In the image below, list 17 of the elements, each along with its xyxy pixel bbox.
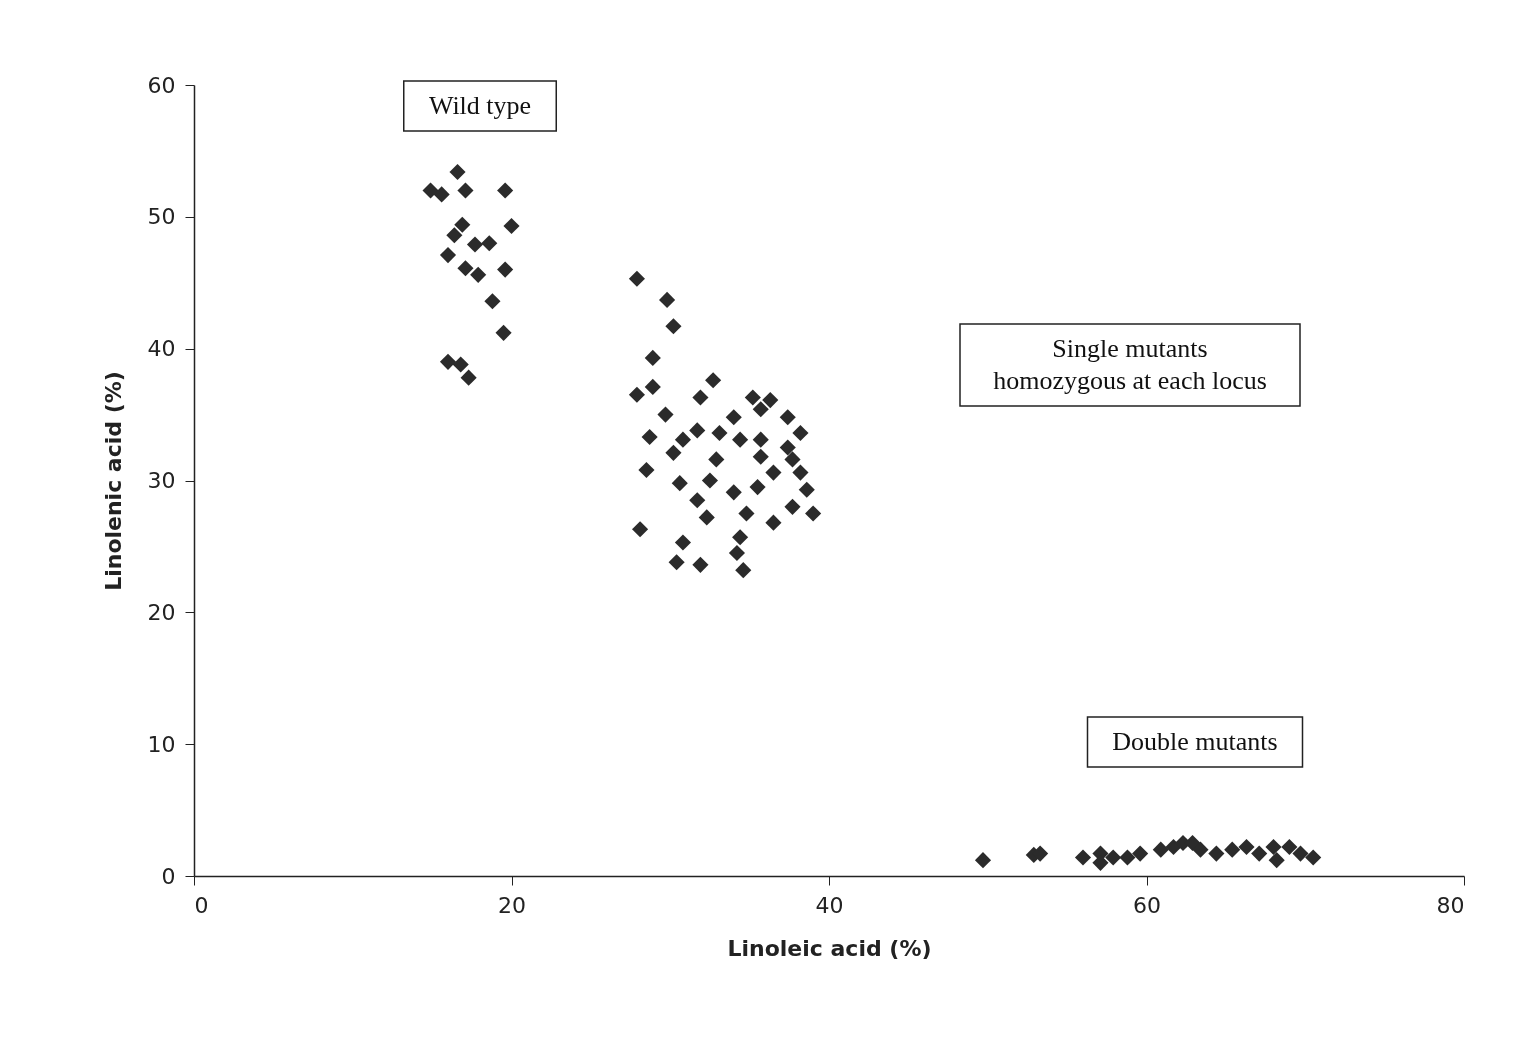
- y-tick-label: 30: [147, 468, 176, 493]
- x-tick-label: 40: [815, 892, 844, 918]
- y-tick-label: 0: [161, 863, 176, 889]
- annotation: Double mutants: [1112, 727, 1278, 756]
- y-axis-title: Linolenic acid (%): [100, 371, 126, 591]
- annotation: Single mutants homozygous at each locus: [993, 334, 1267, 395]
- y-tick-label: 60: [147, 72, 176, 98]
- y-tick-label: 20: [147, 599, 176, 625]
- x-tick-label: 80: [1436, 892, 1465, 918]
- x-tick-label: 0: [194, 892, 209, 918]
- y-tick-label: 40: [147, 336, 176, 362]
- annotation: Wild type: [428, 91, 532, 120]
- x-axis-title: Linoleic acid (%): [727, 935, 932, 961]
- x-tick-label: 20: [498, 892, 526, 918]
- y-tick-label: 50: [147, 204, 176, 230]
- x-tick-label: 60: [1133, 892, 1161, 918]
- y-tick-label: 10: [147, 731, 176, 757]
